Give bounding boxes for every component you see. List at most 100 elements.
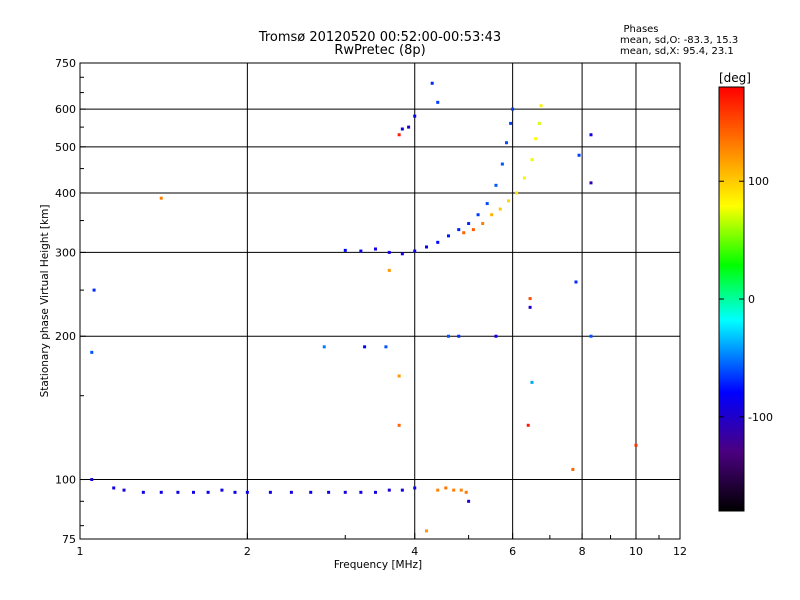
data-point [413, 114, 417, 118]
data-point [384, 345, 388, 349]
data-point [522, 176, 526, 180]
data-point [413, 249, 417, 253]
data-point [589, 181, 593, 185]
y-tick-label: 400 [55, 187, 76, 200]
x-axis-label: Frequency [MHz] [334, 559, 422, 571]
x-tick-label: 6 [509, 545, 516, 558]
data-point [268, 490, 272, 494]
data-point [397, 374, 401, 378]
data-point [444, 486, 448, 490]
data-point [589, 334, 593, 338]
data-point [476, 213, 480, 217]
data-point [400, 488, 404, 492]
y-tick-label: 200 [55, 330, 76, 343]
y-tick-label: 750 [55, 57, 76, 70]
data-point [387, 268, 391, 272]
data-point [464, 490, 468, 494]
y-tick-label: 75 [62, 533, 76, 546]
data-point [159, 196, 163, 200]
data-point [526, 423, 530, 427]
data-point [498, 207, 502, 211]
data-point [589, 133, 593, 137]
data-point [400, 127, 404, 131]
data-point [176, 490, 180, 494]
data-point [400, 252, 404, 256]
data-point [537, 121, 541, 125]
data-point [159, 490, 163, 494]
data-point [505, 141, 509, 145]
data-point [490, 213, 494, 217]
y-tick-label: 500 [55, 141, 76, 154]
x-tick-label: 2 [244, 545, 251, 558]
data-point [459, 488, 463, 492]
data-point [309, 490, 313, 494]
y-tick-label: 100 [55, 474, 76, 487]
data-point [528, 297, 532, 301]
data-point [494, 183, 498, 187]
x-tick-label: 12 [673, 545, 687, 558]
data-point [343, 248, 347, 252]
data-point [577, 153, 581, 157]
data-point [327, 490, 331, 494]
data-point [446, 334, 450, 338]
series-group [343, 107, 515, 256]
data-point [436, 488, 440, 492]
y-tick-label: 600 [55, 103, 76, 116]
data-point [373, 247, 377, 251]
x-tick-label: 1 [77, 545, 84, 558]
data-point [397, 133, 401, 137]
chart-title: Tromsø 20120520 00:52:00-00:53:43 [258, 30, 501, 45]
data-point [467, 499, 471, 503]
colorbar-unit-label: [deg] [719, 71, 751, 85]
data-point [233, 490, 237, 494]
data-point [373, 490, 377, 494]
data-point [322, 345, 326, 349]
data-point [407, 125, 411, 129]
data-point [289, 490, 293, 494]
x-tick-label: 10 [629, 545, 643, 558]
data-point [359, 249, 363, 253]
data-point [530, 380, 534, 384]
data-point [363, 345, 367, 349]
data-point [515, 191, 519, 195]
y-axis-label: Stationary phase Virtual Height [km] [39, 205, 51, 398]
data-point [528, 305, 532, 309]
data-point [245, 490, 249, 494]
data-point [457, 334, 461, 338]
series-group [436, 486, 468, 494]
data-point [452, 488, 456, 492]
data-point [511, 107, 515, 111]
x-tick-label: 4 [411, 545, 418, 558]
data-point [122, 488, 126, 492]
series-group [112, 486, 417, 494]
x-axis-ticks: 1 2 4 6 8 10 12 [77, 533, 687, 558]
data-point [436, 100, 440, 104]
data-point [425, 529, 429, 533]
chart-subtitle: RwPretec (8p) [334, 43, 425, 58]
data-point [494, 334, 498, 338]
series-group [90, 81, 638, 533]
data-point [425, 245, 429, 249]
data-point [430, 81, 434, 85]
phases-x-stats: mean, sd,X: 95.4, 23.1 [620, 46, 734, 57]
plot-frame [79, 62, 681, 540]
data-point [634, 443, 638, 447]
data-point [191, 490, 195, 494]
data-point [467, 222, 471, 226]
data-point [436, 240, 440, 244]
data-point [509, 121, 513, 125]
data-point [387, 488, 391, 492]
data-point [343, 490, 347, 494]
phases-label: Phases [623, 24, 658, 35]
series-group [462, 104, 543, 235]
data-point [507, 199, 511, 203]
data-point [206, 490, 210, 494]
colorbar-ticks: 100 0 -100 [719, 175, 773, 424]
data-point [359, 490, 363, 494]
data-point [530, 158, 534, 162]
colorbar-tick-label: 0 [748, 293, 755, 306]
data-point [485, 202, 489, 206]
scatter-points [90, 81, 638, 533]
data-point [500, 162, 504, 166]
